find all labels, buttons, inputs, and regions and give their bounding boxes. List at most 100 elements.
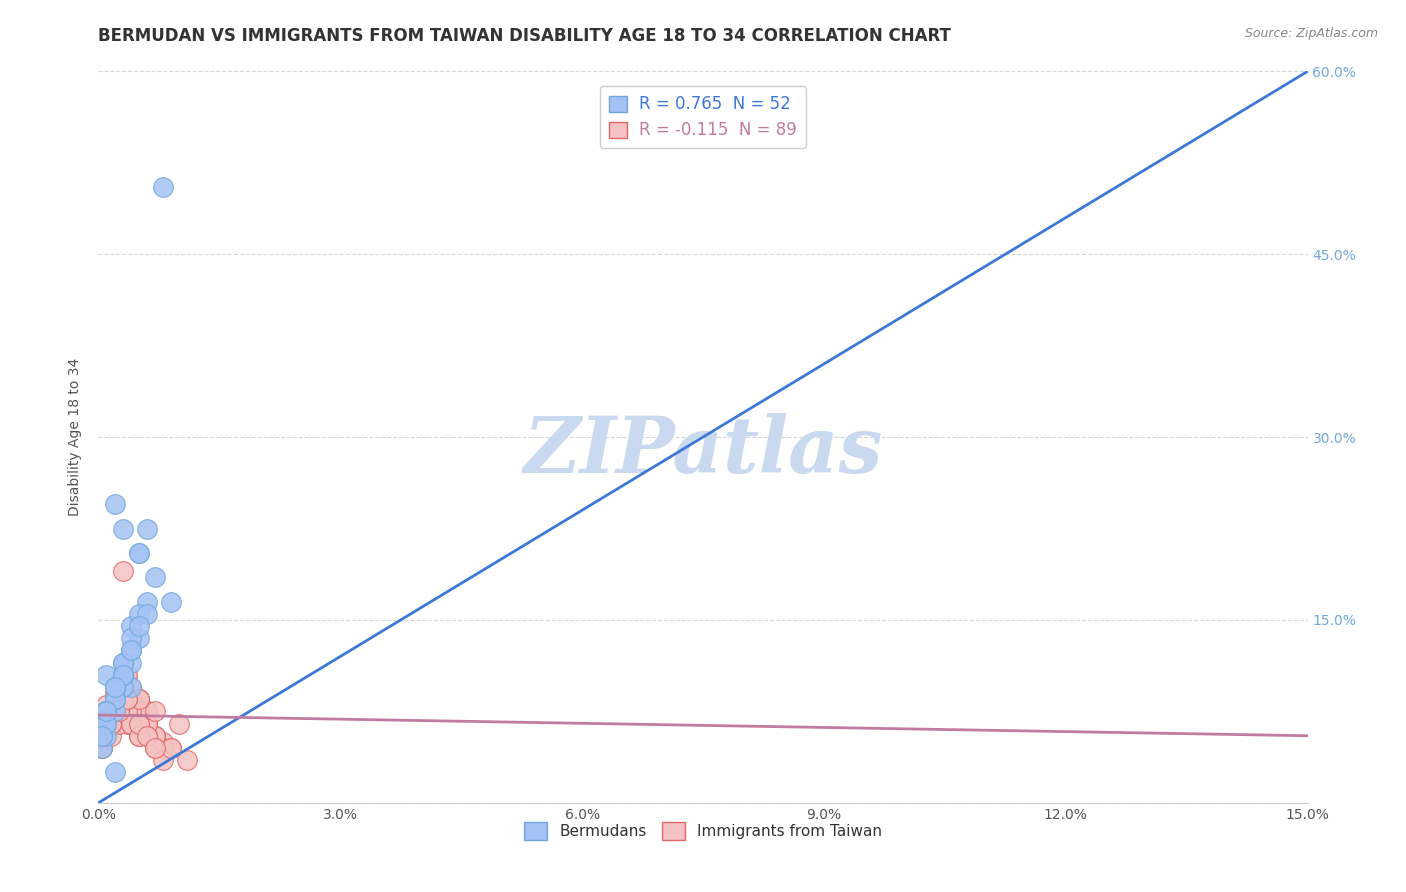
Point bbox=[103, 705, 125, 719]
Point bbox=[135, 594, 157, 608]
Point bbox=[128, 716, 150, 731]
Point bbox=[160, 594, 183, 608]
Point bbox=[111, 667, 134, 681]
Point bbox=[167, 716, 190, 731]
Point bbox=[120, 692, 142, 706]
Point bbox=[111, 564, 134, 578]
Point bbox=[115, 667, 138, 681]
Point bbox=[120, 716, 142, 731]
Point bbox=[120, 680, 142, 694]
Y-axis label: Disability Age 18 to 34: Disability Age 18 to 34 bbox=[69, 358, 83, 516]
Text: Source: ZipAtlas.com: Source: ZipAtlas.com bbox=[1244, 27, 1378, 40]
Point bbox=[107, 692, 129, 706]
Point bbox=[135, 716, 157, 731]
Point bbox=[107, 705, 129, 719]
Point bbox=[135, 729, 157, 743]
Point bbox=[96, 698, 118, 713]
Point bbox=[103, 692, 125, 706]
Point bbox=[107, 716, 129, 731]
Point bbox=[103, 692, 125, 706]
Text: ZIPatlas: ZIPatlas bbox=[523, 414, 883, 490]
Point bbox=[96, 716, 118, 731]
Point bbox=[96, 705, 118, 719]
Point bbox=[103, 497, 125, 511]
Point bbox=[143, 729, 166, 743]
Point bbox=[111, 656, 134, 670]
Legend: Bermudans, Immigrants from Taiwan: Bermudans, Immigrants from Taiwan bbox=[517, 815, 889, 847]
Point bbox=[91, 729, 114, 743]
Point bbox=[120, 698, 142, 713]
Point bbox=[115, 667, 138, 681]
Point bbox=[103, 765, 125, 780]
Point bbox=[91, 740, 114, 755]
Point bbox=[128, 705, 150, 719]
Point bbox=[128, 716, 150, 731]
Point bbox=[96, 716, 118, 731]
Point bbox=[135, 716, 157, 731]
Point bbox=[103, 680, 125, 694]
Point bbox=[128, 692, 150, 706]
Point bbox=[96, 716, 118, 731]
Point bbox=[128, 692, 150, 706]
Point bbox=[111, 667, 134, 681]
Point bbox=[135, 723, 157, 737]
Point bbox=[143, 705, 166, 719]
Point bbox=[143, 729, 166, 743]
Point bbox=[96, 716, 118, 731]
Point bbox=[103, 692, 125, 706]
Point bbox=[128, 632, 150, 646]
Point bbox=[128, 607, 150, 621]
Point bbox=[135, 705, 157, 719]
Point bbox=[120, 680, 142, 694]
Point bbox=[103, 692, 125, 706]
Point bbox=[135, 729, 157, 743]
Point bbox=[176, 753, 198, 767]
Point bbox=[96, 705, 118, 719]
Point bbox=[100, 716, 122, 731]
Point bbox=[128, 729, 150, 743]
Point bbox=[91, 740, 114, 755]
Point bbox=[135, 716, 157, 731]
Point bbox=[135, 729, 157, 743]
Point bbox=[135, 716, 157, 731]
Point bbox=[120, 705, 142, 719]
Point bbox=[111, 656, 134, 670]
Point bbox=[135, 705, 157, 719]
Point bbox=[100, 716, 122, 731]
Point bbox=[111, 680, 134, 694]
Point bbox=[91, 729, 114, 743]
Point bbox=[128, 716, 150, 731]
Point bbox=[115, 705, 138, 719]
Point bbox=[143, 729, 166, 743]
Point bbox=[115, 692, 138, 706]
Point bbox=[128, 729, 150, 743]
Point bbox=[111, 705, 134, 719]
Point bbox=[103, 680, 125, 694]
Point bbox=[120, 619, 142, 633]
Point bbox=[143, 740, 166, 755]
Point bbox=[152, 753, 174, 767]
Point bbox=[96, 705, 118, 719]
Point bbox=[103, 680, 125, 694]
Point bbox=[96, 705, 118, 719]
Point bbox=[128, 546, 150, 560]
Point bbox=[152, 180, 174, 194]
Point bbox=[124, 710, 146, 724]
Point bbox=[120, 656, 142, 670]
Point bbox=[103, 705, 125, 719]
Point bbox=[100, 716, 122, 731]
Point bbox=[111, 667, 134, 681]
Point bbox=[135, 607, 157, 621]
Point bbox=[91, 729, 114, 743]
Point bbox=[96, 716, 118, 731]
Point bbox=[120, 643, 142, 657]
Point bbox=[103, 680, 125, 694]
Point bbox=[128, 716, 150, 731]
Point bbox=[111, 656, 134, 670]
Point bbox=[128, 692, 150, 706]
Point bbox=[120, 716, 142, 731]
Point bbox=[91, 740, 114, 755]
Point bbox=[143, 729, 166, 743]
Point bbox=[107, 692, 129, 706]
Point bbox=[91, 729, 114, 743]
